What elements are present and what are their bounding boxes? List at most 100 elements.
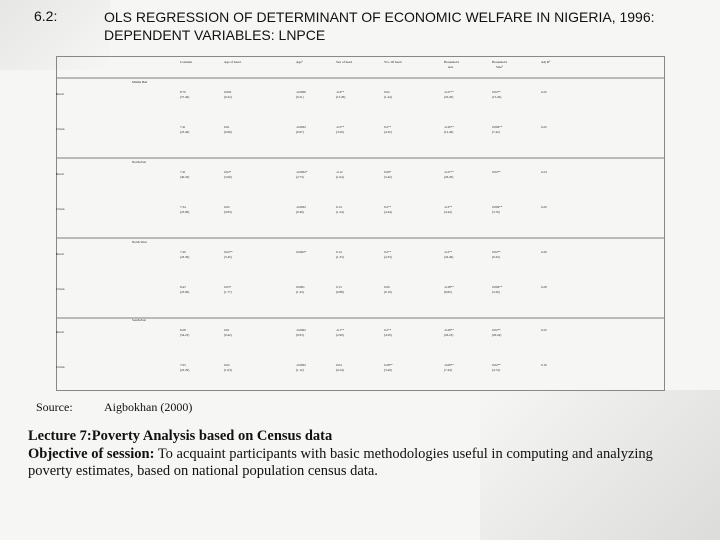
table-cell-value: -0.0002 (296, 125, 306, 129)
table-cell-value: -0.27** (444, 90, 454, 94)
table-cell-value: -0.2** (444, 250, 453, 254)
source-label: Source: (36, 400, 73, 414)
table-cell-tstat: (1.24) (336, 210, 344, 214)
table-cell-value: 0.09* (384, 170, 392, 174)
table-cell-tstat: (7.42) (492, 130, 500, 134)
table-cell-tstat: (0.24) (336, 368, 344, 372)
table-cell-tstat: (26.20) (444, 175, 454, 179)
table-cell-value: 0.22 (541, 328, 547, 332)
table-cell-value: 0.02** (492, 170, 501, 174)
objective-label: Objective of session: (28, 445, 155, 462)
table-cell-value: -0.28** (444, 285, 454, 289)
row-label: Rural (56, 172, 64, 176)
table-cell-value: 7.40 (180, 250, 186, 254)
table-cell-value: -0.4** (336, 90, 345, 94)
table-cell-tstat: (0.99) (224, 130, 232, 134)
table-cell-tstat: (1.43) (296, 290, 304, 294)
row-label: Urban (56, 287, 65, 291)
background-shade-bottom-right (480, 390, 720, 540)
table-cell-value: 0.02** (492, 363, 501, 367)
table-cell-tstat: (24.49) (444, 255, 454, 259)
table-cell-tstat: (0.42) (224, 333, 232, 337)
table-cell-value: -0.27** (444, 170, 454, 174)
table-cell-value: 0.02** (492, 250, 501, 254)
table-cell-tstat: (37.46) (180, 95, 190, 99)
column-header: Sex of head (336, 60, 353, 64)
table-cell-tstat: (0.49) (296, 210, 304, 214)
table-cell-value: 0.02 (224, 363, 230, 367)
group-label: Middle Belt (132, 80, 148, 84)
slide-title: OLS REGRESSION OF DETERMINANT OF ECONOMI… (104, 9, 655, 43)
table-cell-value: 0.04 (336, 363, 342, 367)
table-cell-value: 0.2** (384, 328, 392, 332)
table-cell-tstat: (0.83) (224, 210, 232, 214)
column-header: Size² (496, 65, 503, 69)
table-cell-tstat: (0.10) (384, 290, 392, 294)
table-cell-value: 0.28 (541, 285, 547, 289)
table-cell-value: -0.2** (444, 205, 453, 209)
table-cell-tstat: (0.21) (296, 95, 304, 99)
table-cell-value: -0.09** (444, 363, 454, 367)
table-cell-value: 0.006** (492, 125, 503, 129)
table-cell-tstat: (26.23) (444, 333, 454, 337)
table-cell-value: 0.14 (336, 250, 342, 254)
table-cell-tstat: (40.43) (180, 175, 190, 179)
background-shade-top-left (0, 0, 110, 70)
table-cell-value: 0.03* (224, 285, 232, 289)
table-cell-value: -0.26** (444, 125, 454, 129)
table-cell-value: 0.02** (492, 328, 501, 332)
column-header: size (448, 65, 454, 69)
table-cell-tstat: (1.64) (336, 175, 344, 179)
table-cell-value: 0.006** (492, 285, 503, 289)
table-gridlines (56, 56, 665, 391)
table-cell-tstat: (23.40) (180, 130, 190, 134)
table-cell-value: 0.28** (384, 363, 393, 367)
table-cell-value: 0.02** (224, 250, 233, 254)
table-cell-tstat: (8.82) (444, 290, 452, 294)
table-cell-value: 0.26 (541, 250, 547, 254)
table-cell-value: 0.22 (541, 90, 547, 94)
table-cell-value: 7.34 (180, 205, 186, 209)
table-cell-value: 0.06 (384, 285, 390, 289)
slide-number: 6.2: (34, 8, 58, 24)
row-label: Urban (56, 127, 65, 131)
table-cell-tstat: (23.00) (180, 290, 190, 294)
table-cell-value: -0.0002 (296, 328, 306, 332)
table-cell-tstat: (1.12) (296, 368, 304, 372)
table-cell-tstat: (4.44) (444, 210, 452, 214)
table-cell-value: 0.19 (541, 363, 547, 367)
row-label: Urban (56, 207, 65, 211)
table-cell-value: 0.22 (541, 125, 547, 129)
table-cell-tstat: (9.43) (492, 255, 500, 259)
table-cell-value: 0.002 (224, 90, 232, 94)
table-cell-tstat: (4.50) (384, 333, 392, 337)
column-header: Household (492, 60, 507, 64)
column-header: Adj R² (541, 60, 551, 64)
table-cell-value: 0.02* (224, 170, 232, 174)
table-cell-value: 7.41 (180, 170, 186, 174)
table-cell-value: 0.02** (492, 90, 501, 94)
table-cell-value: 0.01 (224, 328, 230, 332)
table-cell-tstat: (3.26) (492, 290, 500, 294)
table-cell-tstat: (2.90) (336, 333, 344, 337)
column-header: Age of head (224, 60, 241, 64)
table-cell-value: -0.0002 (296, 363, 306, 367)
lecture-block: Lecture 7:Poverty Analysis based on Cens… (28, 428, 698, 481)
table-cell-tstat: (0.97) (296, 130, 304, 134)
group-label: North-East (132, 160, 146, 164)
table-cell-value: 0.009** (492, 205, 503, 209)
table-cell-value: 0.2** (384, 205, 392, 209)
column-header: Age² (296, 60, 303, 64)
column-header: Constant (180, 60, 193, 64)
table-cell-value: 8.43 (180, 285, 186, 289)
row-label: Rural (56, 330, 64, 334)
column-header: Household (444, 60, 459, 64)
table-cell-tstat: (1.44) (384, 95, 392, 99)
table-cell-tstat: (20.24) (492, 333, 502, 337)
table-cell-value: 7.41 (180, 125, 186, 129)
table-cell-value: 0.13 (336, 285, 342, 289)
table-cell-value: 0.02 (384, 90, 390, 94)
table-cell-tstat: (1.33) (336, 255, 344, 259)
table-cell-value: 0.2** (384, 250, 392, 254)
table-cell-value: -0.2** (336, 125, 345, 129)
